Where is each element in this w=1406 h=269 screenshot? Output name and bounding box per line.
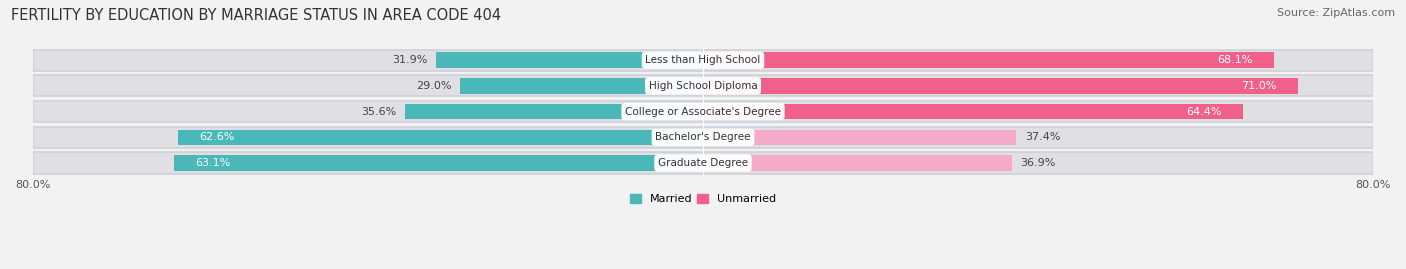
Bar: [32, 127, 1374, 148]
Text: Bachelor's Degree: Bachelor's Degree: [655, 132, 751, 142]
Text: FERTILITY BY EDUCATION BY MARRIAGE STATUS IN AREA CODE 404: FERTILITY BY EDUCATION BY MARRIAGE STATU…: [11, 8, 502, 23]
Legend: Married, Unmarried: Married, Unmarried: [626, 190, 780, 209]
Text: 29.0%: 29.0%: [416, 81, 451, 91]
Text: 62.6%: 62.6%: [200, 132, 235, 142]
Text: High School Diploma: High School Diploma: [648, 81, 758, 91]
Bar: [174, 155, 703, 171]
Bar: [703, 155, 1012, 171]
Text: 71.0%: 71.0%: [1241, 81, 1277, 91]
Text: Graduate Degree: Graduate Degree: [658, 158, 748, 168]
Bar: [179, 130, 703, 145]
Text: Source: ZipAtlas.com: Source: ZipAtlas.com: [1277, 8, 1395, 18]
Bar: [703, 78, 1298, 94]
Text: 64.4%: 64.4%: [1187, 107, 1222, 116]
Bar: [32, 101, 1374, 122]
Bar: [32, 49, 1374, 71]
Bar: [436, 52, 703, 68]
Bar: [32, 153, 1374, 174]
Text: 63.1%: 63.1%: [195, 158, 231, 168]
Text: Less than High School: Less than High School: [645, 55, 761, 65]
Bar: [703, 52, 1274, 68]
Bar: [703, 130, 1017, 145]
Bar: [703, 104, 1243, 119]
Text: 37.4%: 37.4%: [1025, 132, 1060, 142]
Text: 36.9%: 36.9%: [1021, 158, 1056, 168]
Text: 35.6%: 35.6%: [361, 107, 396, 116]
Bar: [405, 104, 703, 119]
Bar: [32, 75, 1374, 96]
Text: 68.1%: 68.1%: [1218, 55, 1253, 65]
Bar: [460, 78, 703, 94]
Text: College or Associate's Degree: College or Associate's Degree: [626, 107, 780, 116]
Text: 31.9%: 31.9%: [392, 55, 427, 65]
